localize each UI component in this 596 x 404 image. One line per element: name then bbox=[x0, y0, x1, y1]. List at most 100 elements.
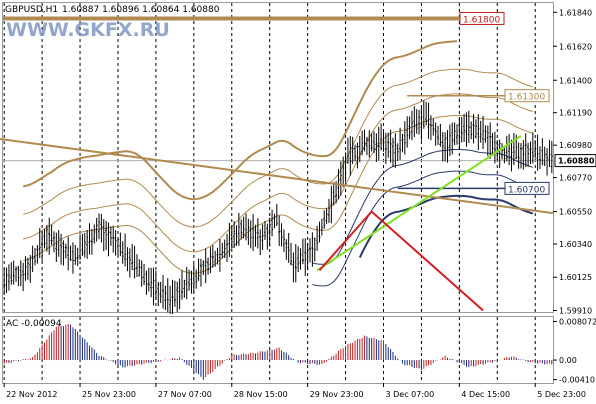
price-bar bbox=[477, 114, 480, 151]
price-bar bbox=[458, 117, 461, 150]
envelope-band bbox=[22, 40, 458, 201]
price-bar bbox=[79, 234, 82, 260]
price-bar bbox=[233, 220, 236, 248]
chart-ohlc: 1.60887 1.60896 1.60864 1.60880 bbox=[62, 5, 220, 15]
price-bar bbox=[176, 281, 179, 313]
time-label: 28 Nov 15:00 bbox=[234, 390, 288, 399]
price-bar bbox=[446, 129, 449, 163]
time-label: 3 Dec 07:00 bbox=[385, 390, 434, 399]
price-bar bbox=[299, 248, 302, 270]
price-bar bbox=[178, 278, 181, 310]
price-bar bbox=[230, 225, 233, 249]
price-bar bbox=[221, 242, 224, 259]
price-bar bbox=[320, 218, 323, 236]
price-bar bbox=[384, 132, 387, 164]
price-axis: 1.61840 1.61620 1.61400 1.61190 1.60980 1.607… bbox=[553, 8, 596, 315]
price-bar bbox=[173, 280, 176, 307]
time-axis: 22 Nov 2012 25 Nov 23:00 27 Nov 07:00 28 No… bbox=[3, 383, 586, 399]
price-tick-label: 1.61400 bbox=[559, 76, 592, 85]
price-bar bbox=[268, 217, 271, 247]
price-bar bbox=[34, 247, 37, 266]
price-bar bbox=[541, 138, 544, 166]
price-bar bbox=[100, 213, 103, 243]
price-bar bbox=[427, 102, 430, 139]
price-bar bbox=[361, 130, 364, 156]
price-bar bbox=[195, 269, 198, 289]
price-bar bbox=[368, 130, 371, 158]
price-bar bbox=[346, 137, 349, 164]
level-label-box bbox=[504, 181, 550, 195]
price-bar bbox=[394, 133, 397, 168]
price-bar bbox=[460, 116, 463, 143]
price-bar bbox=[237, 212, 240, 246]
price-bar bbox=[505, 135, 508, 162]
price-bar bbox=[67, 236, 70, 271]
price-bar bbox=[55, 232, 58, 262]
price-bar bbox=[180, 270, 183, 300]
price-bar bbox=[143, 263, 146, 285]
time-label: 29 Nov 23:00 bbox=[310, 390, 364, 399]
price-bar bbox=[88, 223, 91, 255]
time-label: 27 Nov 07:00 bbox=[158, 390, 212, 399]
price-tick-label: 1.60340 bbox=[559, 240, 592, 249]
price-bar bbox=[119, 232, 122, 257]
price-bar bbox=[60, 233, 63, 265]
price-bar bbox=[211, 245, 214, 268]
price-bar bbox=[465, 112, 468, 147]
price-bar bbox=[183, 279, 186, 298]
price-bar bbox=[93, 224, 96, 244]
price-bar bbox=[76, 247, 79, 266]
price-bar bbox=[536, 134, 539, 171]
price-bar bbox=[391, 137, 394, 167]
price-bar bbox=[256, 218, 259, 249]
price-bar bbox=[209, 246, 212, 274]
price-bar bbox=[71, 242, 74, 274]
price-bar bbox=[332, 182, 335, 206]
price-bar bbox=[22, 262, 25, 292]
price-bar bbox=[318, 221, 321, 243]
price-bar bbox=[48, 217, 51, 255]
watermark: WWW.GKFX.RU bbox=[6, 19, 170, 41]
price-bar bbox=[190, 270, 193, 294]
price-bar bbox=[199, 258, 202, 287]
price-bar bbox=[166, 278, 169, 313]
price-bar bbox=[294, 244, 297, 283]
price-bar bbox=[377, 126, 380, 161]
price-bar bbox=[43, 229, 46, 249]
price-bar bbox=[116, 238, 119, 257]
price-bar bbox=[356, 142, 359, 169]
price-bar bbox=[252, 214, 255, 252]
envelope-band bbox=[312, 170, 533, 287]
price-bar bbox=[98, 213, 101, 240]
price-bar bbox=[7, 264, 10, 291]
trendlines bbox=[0, 135, 554, 312]
price-bar bbox=[437, 125, 440, 145]
price-bar bbox=[529, 141, 532, 165]
price-bar bbox=[15, 266, 18, 282]
price-bar bbox=[297, 246, 300, 273]
current-price-box bbox=[554, 154, 596, 168]
price-bar bbox=[105, 220, 108, 250]
price-bars bbox=[3, 100, 553, 314]
price-bar bbox=[50, 224, 53, 246]
price-bar bbox=[306, 243, 309, 271]
price-bar bbox=[316, 225, 319, 251]
price-bar bbox=[406, 116, 409, 148]
price-bar bbox=[247, 218, 250, 245]
price-bar bbox=[534, 140, 537, 159]
price-bar bbox=[31, 245, 34, 273]
price-bar bbox=[242, 216, 245, 239]
price-bar bbox=[254, 224, 257, 247]
price-bar bbox=[349, 135, 352, 176]
price-bar bbox=[107, 222, 110, 257]
price-bar bbox=[344, 152, 347, 183]
price-bar bbox=[150, 267, 153, 298]
price-bar bbox=[126, 247, 129, 272]
price-bar bbox=[358, 135, 361, 163]
price-bar bbox=[323, 210, 326, 229]
price-bar bbox=[131, 243, 134, 271]
price-bar bbox=[543, 146, 546, 167]
price-bar bbox=[202, 260, 205, 275]
price-bar bbox=[169, 285, 172, 314]
